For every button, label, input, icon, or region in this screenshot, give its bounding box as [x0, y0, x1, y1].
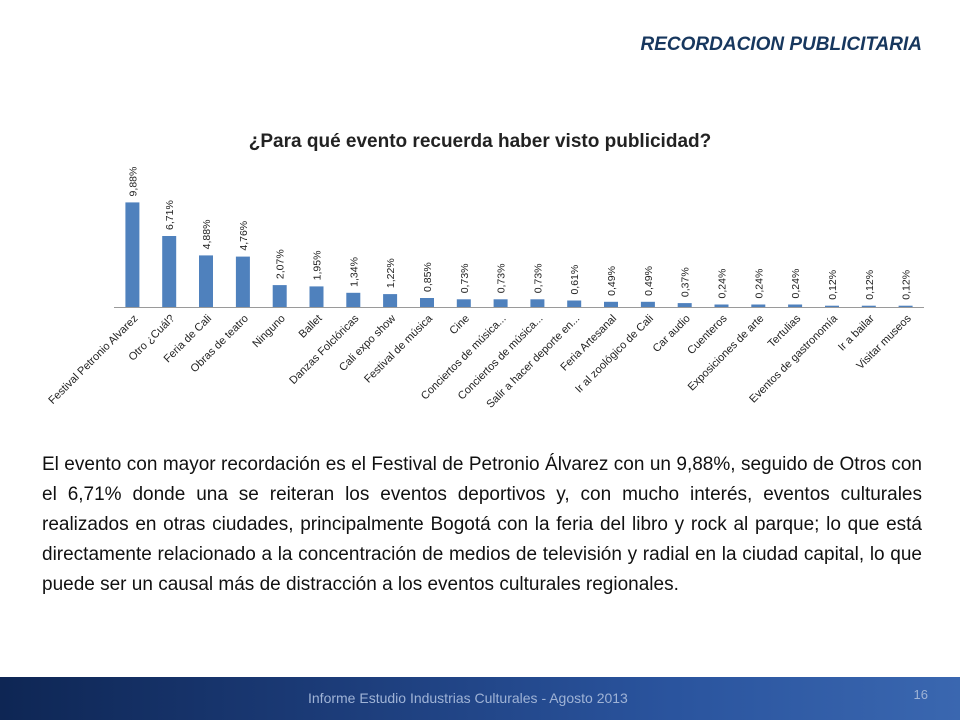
- category-label: Danzas Folclóricas: [287, 312, 362, 387]
- data-label: 4,88%: [201, 220, 213, 250]
- page-number: 16: [913, 687, 928, 702]
- bar: [125, 202, 140, 307]
- section-title: RECORDACION PUBLICITARIA: [640, 34, 922, 55]
- data-label: 1,95%: [312, 251, 324, 281]
- bar: [788, 304, 803, 307]
- bar: [235, 256, 250, 307]
- category-label: Ninguno: [250, 313, 287, 350]
- bar: [162, 236, 177, 307]
- bar: [861, 305, 876, 307]
- bar: [640, 301, 655, 307]
- body-paragraph: El evento con mayor recordación es el Fe…: [42, 454, 922, 595]
- data-label: 0,49%: [643, 266, 655, 296]
- data-label: 0,37%: [680, 267, 692, 297]
- category-label: Tertulias: [766, 312, 804, 350]
- bar: [309, 286, 324, 307]
- data-label: 0,73%: [532, 263, 544, 293]
- data-label: 1,22%: [385, 258, 397, 288]
- category-label: Festival de música: [362, 312, 436, 386]
- data-label: 2,07%: [275, 249, 287, 279]
- bar: [199, 255, 213, 307]
- data-label: 6,71%: [164, 200, 176, 230]
- bar: [493, 299, 508, 307]
- data-label: 0,61%: [569, 265, 581, 295]
- bar: [825, 305, 839, 307]
- bar: [751, 304, 766, 307]
- bar: [714, 304, 729, 307]
- data-label: 0,24%: [790, 269, 802, 299]
- bar: [567, 300, 582, 307]
- data-label: 1,34%: [348, 257, 360, 287]
- data-label: 0,49%: [606, 266, 618, 296]
- category-label: Exposiciones de arte: [686, 313, 767, 394]
- data-label: 0,12%: [901, 270, 913, 300]
- data-label: 9,88%: [127, 167, 139, 197]
- bar: [677, 303, 692, 307]
- bar: [272, 285, 287, 307]
- category-label: Festival Petronio Alvarez: [46, 313, 140, 407]
- category-label: Cine: [447, 313, 471, 337]
- bar: [420, 298, 434, 307]
- data-label: 0,24%: [717, 269, 729, 299]
- data-label: 4,76%: [238, 221, 250, 251]
- data-label: 0,12%: [827, 270, 839, 300]
- bar-chart: 9,88%Festival Petronio Alvarez6,71%Otro …: [46, 167, 924, 411]
- bar: [346, 292, 361, 307]
- category-label: Ballet: [297, 313, 325, 341]
- bar: [898, 305, 913, 307]
- bar: [383, 294, 398, 307]
- data-label: 0,12%: [864, 270, 876, 300]
- data-label: 0,24%: [753, 269, 765, 299]
- data-label: 0,73%: [496, 263, 508, 293]
- footer-report-title: Informe Estudio Industrias Culturales - …: [308, 690, 628, 706]
- data-label: 0,85%: [422, 262, 434, 292]
- bar: [456, 299, 471, 307]
- chart-title: ¿Para qué evento recuerda haber visto pu…: [248, 131, 712, 152]
- bar: [604, 301, 618, 307]
- data-label: 0,73%: [459, 263, 471, 293]
- footer-bar: Informe Estudio Industrias Culturales - …: [0, 677, 960, 720]
- bar: [530, 299, 545, 307]
